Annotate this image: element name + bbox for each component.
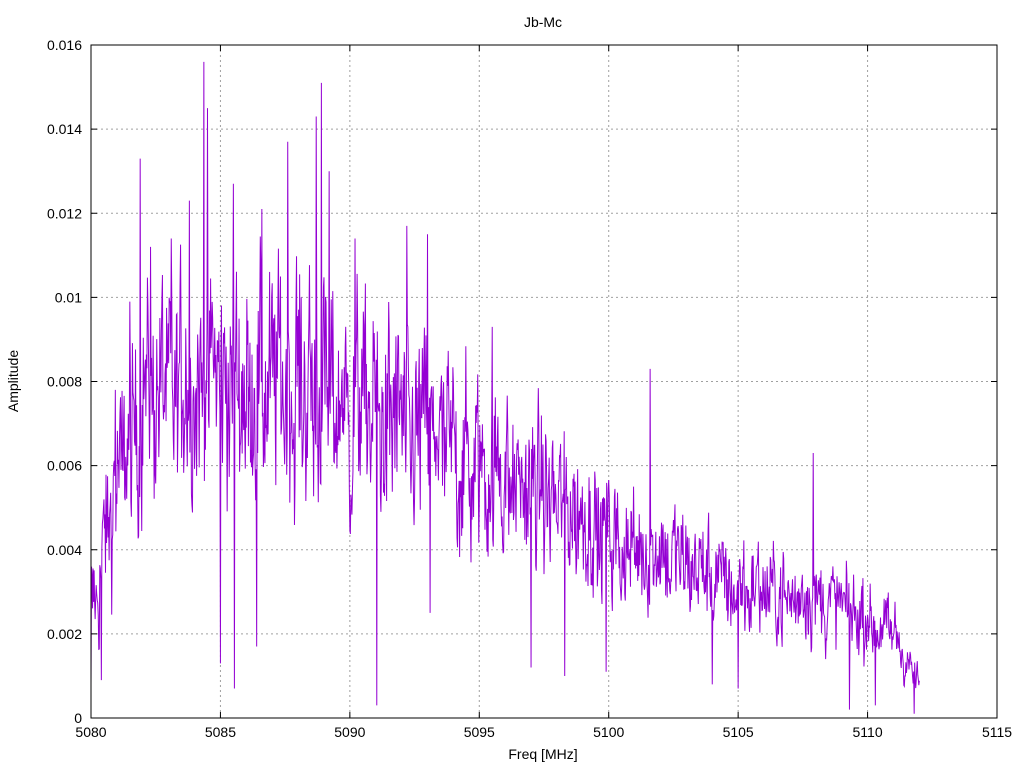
y-tick-label: 0 [74, 710, 82, 726]
x-tick-label: 5085 [205, 724, 236, 740]
chart-title: Jb-Mc [524, 14, 562, 30]
y-tick-label: 0.016 [47, 37, 82, 53]
x-tick-label: 5080 [75, 724, 106, 740]
y-tick-label: 0.012 [47, 205, 82, 221]
series-line-amplitude [90, 61, 920, 714]
y-tick-label: 0.014 [47, 121, 82, 137]
x-tick-label: 5100 [593, 724, 624, 740]
axis-ticks [90, 44, 998, 719]
y-tick-label: 0.01 [55, 289, 82, 305]
x-tick-label: 5110 [853, 724, 883, 740]
y-tick-label: 0.004 [47, 542, 82, 558]
y-tick-label: 0.002 [47, 626, 82, 642]
x-tick-label: 5090 [334, 724, 365, 740]
x-tick-label: 5095 [464, 724, 495, 740]
x-axis-title: Freq [MHz] [508, 746, 577, 762]
x-tick-labels: 5080 5085 5090 5095 5100 5105 5110 5115 [75, 724, 1012, 740]
x-tick-label: 5115 [982, 724, 1012, 740]
y-axis-title: Amplitude [5, 350, 21, 412]
y-tick-label: 0.006 [47, 458, 82, 474]
y-tick-labels: 0 0.002 0.004 0.006 0.008 0.01 0.012 0.014 0.016 [47, 37, 82, 726]
y-tick-label: 0.008 [47, 374, 82, 390]
x-tick-label: 5105 [723, 724, 754, 740]
